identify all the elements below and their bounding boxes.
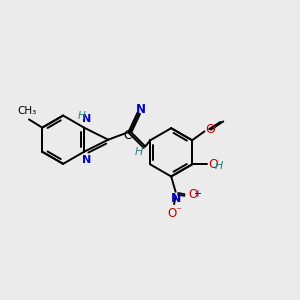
Text: CH₃: CH₃ [17, 106, 36, 116]
Text: N: N [136, 103, 146, 116]
Text: ⁻: ⁻ [175, 206, 181, 217]
Text: +: + [193, 189, 201, 199]
Text: H: H [215, 160, 224, 171]
Text: N: N [82, 114, 91, 124]
Text: C: C [123, 129, 131, 142]
Text: O: O [167, 207, 176, 220]
Text: H: H [135, 147, 143, 157]
Text: N: N [170, 192, 181, 206]
Text: N: N [82, 155, 91, 165]
Text: O: O [206, 123, 215, 136]
Text: H: H [77, 111, 85, 121]
Text: O: O [208, 158, 218, 171]
Text: O: O [188, 188, 197, 201]
